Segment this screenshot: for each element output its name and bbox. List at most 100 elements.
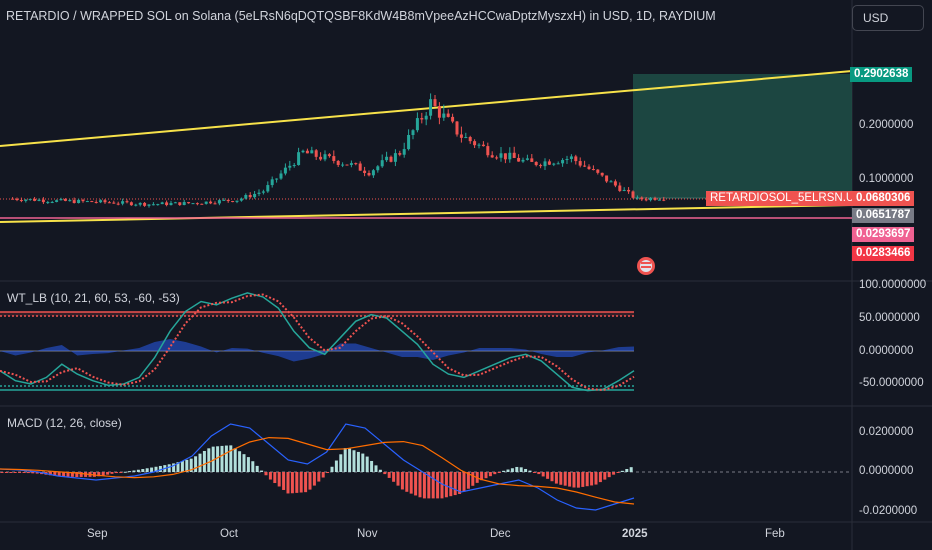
time-label-2025: 2025 — [622, 528, 648, 540]
macd-histogram-bar — [189, 458, 193, 472]
candle-body — [90, 201, 94, 203]
macd-histogram-bar — [493, 472, 497, 475]
candle-body — [380, 160, 384, 167]
candle-body — [649, 198, 653, 201]
price-tick-0.1: 0.1000000 — [859, 173, 914, 185]
macd-histogram-bar — [510, 468, 514, 472]
macd-histogram-bar — [590, 472, 594, 486]
macd-histogram-bar — [400, 472, 404, 490]
wt-tick-100: 100.0000000 — [859, 279, 927, 291]
macd-histogram-bar — [123, 471, 127, 473]
macd-histogram-bar — [629, 467, 633, 472]
chart-title[interactable]: RETARDIO / WRAPPED SOL on Solana (5eLRsN… — [6, 9, 716, 23]
wt-indicator-label[interactable]: WT_LB (10, 21, 60, 53, -60, -53) — [7, 291, 180, 305]
candle-body — [622, 189, 626, 191]
time-label-oct: Oct — [220, 528, 238, 540]
macd-histogram-bar — [119, 472, 123, 473]
candle-body — [429, 99, 433, 116]
macd-histogram-bar — [334, 460, 338, 472]
flag-icon[interactable] — [637, 257, 655, 275]
time-label-feb: Feb — [765, 528, 785, 540]
candle-body — [596, 169, 600, 173]
candle-body — [19, 200, 23, 202]
candle-body — [112, 202, 116, 204]
macd-histogram-bar — [251, 461, 255, 472]
candle-body — [147, 204, 151, 206]
upper-trendline[interactable] — [0, 70, 853, 147]
time-label-dec: Dec — [490, 528, 511, 540]
candle-body — [261, 191, 265, 193]
last-price-tag[interactable]: 0.0680306 — [852, 191, 915, 206]
macd-histogram-bar — [440, 472, 444, 499]
macd-histogram-bar — [484, 472, 488, 479]
lower-trendline[interactable] — [0, 204, 853, 223]
macd-histogram-bar — [515, 466, 519, 472]
candle-body — [363, 170, 367, 174]
macd-histogram-bar — [277, 472, 281, 487]
candle-body — [41, 199, 45, 203]
macd-histogram-bar — [361, 453, 365, 472]
macd-histogram-bar — [612, 472, 616, 475]
candle-body — [143, 202, 147, 206]
macd-histogram-bar — [229, 445, 233, 472]
candle-body — [319, 156, 323, 160]
candle-body — [226, 199, 230, 202]
candle-body — [28, 198, 32, 200]
macd-histogram-bar — [0, 472, 4, 473]
candle-body — [99, 200, 103, 203]
macd-histogram-bar — [101, 472, 105, 476]
macd-histogram-bar — [255, 465, 259, 472]
macd-histogram-bar — [502, 470, 506, 472]
macd-histogram-bar — [114, 472, 118, 474]
macd-histogram-bar — [497, 472, 501, 473]
macd-histogram-bar — [374, 465, 378, 472]
macd-histogram-bar — [22, 472, 26, 473]
macd-histogram-bar — [585, 472, 589, 487]
currency-button[interactable]: USD — [852, 5, 924, 31]
macd-histogram-bar — [427, 472, 431, 499]
macd-histogram-bar — [365, 456, 369, 472]
macd-histogram-bar — [176, 462, 180, 472]
candle-body — [129, 202, 133, 206]
macd-histogram-bar — [418, 472, 422, 498]
macd-histogram-bar — [57, 472, 61, 477]
target-price-tag[interactable]: 0.2902638 — [850, 67, 913, 82]
macd-histogram-bar — [506, 469, 510, 472]
symbol-name-tag[interactable]: RETARDIOSOL_5ELRSN.USD — [706, 191, 875, 206]
macd-histogram-bar — [31, 472, 35, 474]
macd-histogram-bar — [339, 454, 343, 472]
macd-histogram-bar — [145, 468, 149, 472]
candle-body — [402, 149, 406, 155]
candle-body — [257, 192, 261, 194]
target-zone[interactable] — [633, 74, 852, 198]
candle-body — [657, 199, 661, 201]
candle-body — [209, 201, 213, 204]
candle-body — [46, 202, 50, 204]
macd-histogram-bar — [304, 472, 308, 493]
candle-body — [327, 154, 331, 157]
candle-body — [292, 165, 296, 167]
candle-body — [125, 201, 129, 203]
candle-body — [583, 165, 587, 167]
candle-body — [508, 152, 512, 160]
macd-histogram-bar — [563, 472, 567, 486]
candle-body — [169, 203, 173, 206]
macd-histogram-bar — [220, 445, 224, 472]
candle-body — [376, 166, 380, 171]
macd-histogram-bar — [246, 457, 250, 472]
candle-body — [618, 185, 622, 191]
macd-tick-minus-0.02: -0.0200000 — [859, 505, 918, 517]
wt-line-green — [0, 292, 635, 392]
red-price-tag: 0.0283466 — [852, 246, 915, 261]
candle-body — [420, 118, 424, 120]
candle-body — [156, 204, 160, 206]
candle-body — [283, 167, 287, 174]
price-tick-0.2: 0.2000000 — [859, 119, 914, 131]
macd-histogram-bar — [238, 451, 242, 472]
wt-histogram-area — [0, 339, 634, 362]
candle-body — [59, 199, 63, 201]
candle-body — [393, 153, 397, 162]
macd-indicator-label[interactable]: MACD (12, 26, close) — [7, 416, 122, 430]
candle-body — [433, 99, 437, 107]
